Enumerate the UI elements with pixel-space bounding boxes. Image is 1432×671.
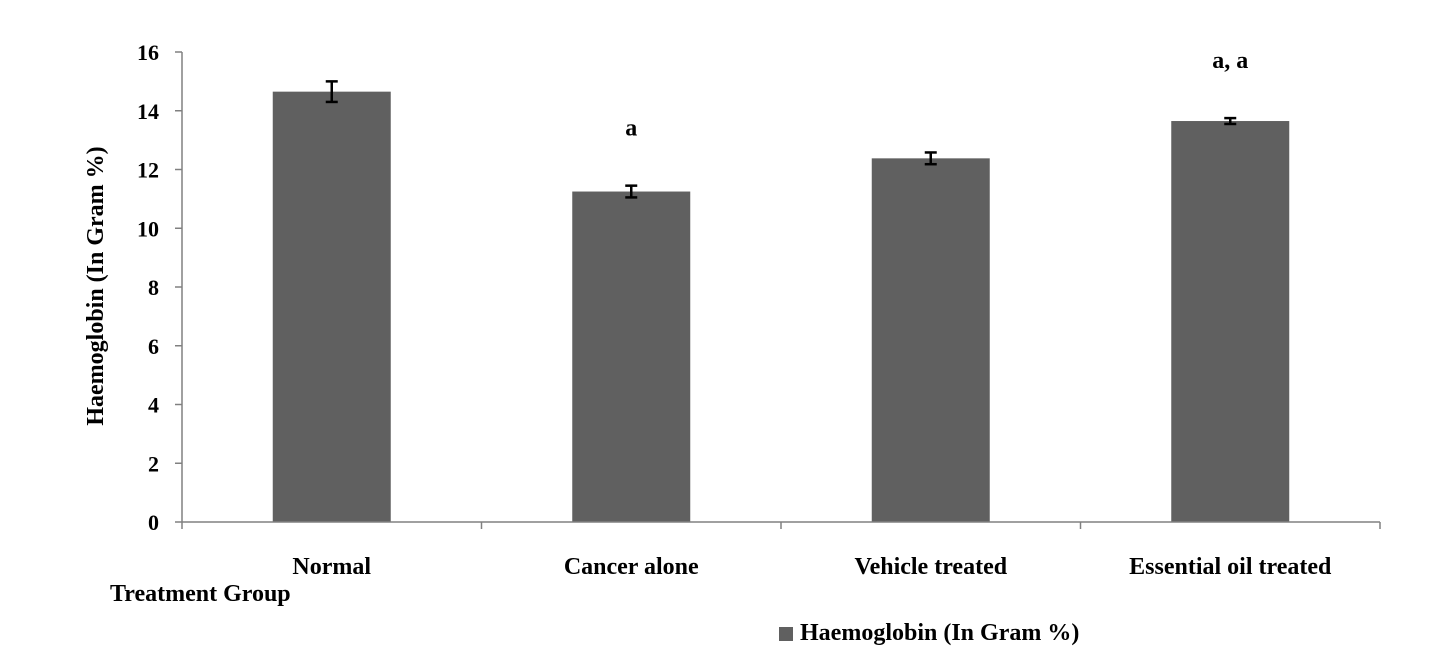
bar: [871, 158, 990, 522]
error-bars-layer: [325, 80, 1237, 199]
legend-swatch: [779, 627, 793, 641]
legend-label: Haemoglobin (In Gram %): [800, 620, 1079, 646]
bar: [572, 191, 691, 522]
x-tick-label: Vehicle treated: [854, 554, 1007, 580]
y-tick-label: 12: [137, 158, 159, 183]
x-tick-label: Essential oil treated: [1129, 554, 1332, 580]
y-axis-title: Haemoglobin (In Gram %): [83, 146, 109, 425]
y-tick-label: 0: [148, 510, 159, 535]
significance-annotation: a: [625, 116, 637, 142]
bars-layer: [272, 91, 1290, 522]
y-ticks-layer: 0 2 4 6 8 10 12 14 16: [137, 40, 1381, 535]
y-tick-label: 16: [137, 40, 159, 65]
bar: [272, 91, 391, 522]
significance-annotation: a, a: [1212, 48, 1248, 74]
y-tick-label: 10: [137, 216, 159, 241]
legend: Haemoglobin (In Gram %): [779, 620, 1079, 646]
annotations-layer: a a, a: [625, 48, 1248, 142]
bar: [1171, 121, 1290, 522]
x-tick-label: Cancer alone: [564, 554, 699, 580]
y-tick-label: 14: [137, 99, 159, 124]
y-tick-label: 8: [148, 275, 159, 300]
y-tick-label: 6: [148, 334, 159, 359]
x-axis-title: Treatment Group: [110, 581, 291, 607]
y-tick-label: 2: [148, 451, 159, 476]
y-tick-label: 4: [148, 393, 159, 418]
x-tick-label: Normal: [292, 554, 371, 580]
x-tick-labels-layer: Normal Cancer alone Vehicle treated Essenti…: [292, 554, 1332, 580]
